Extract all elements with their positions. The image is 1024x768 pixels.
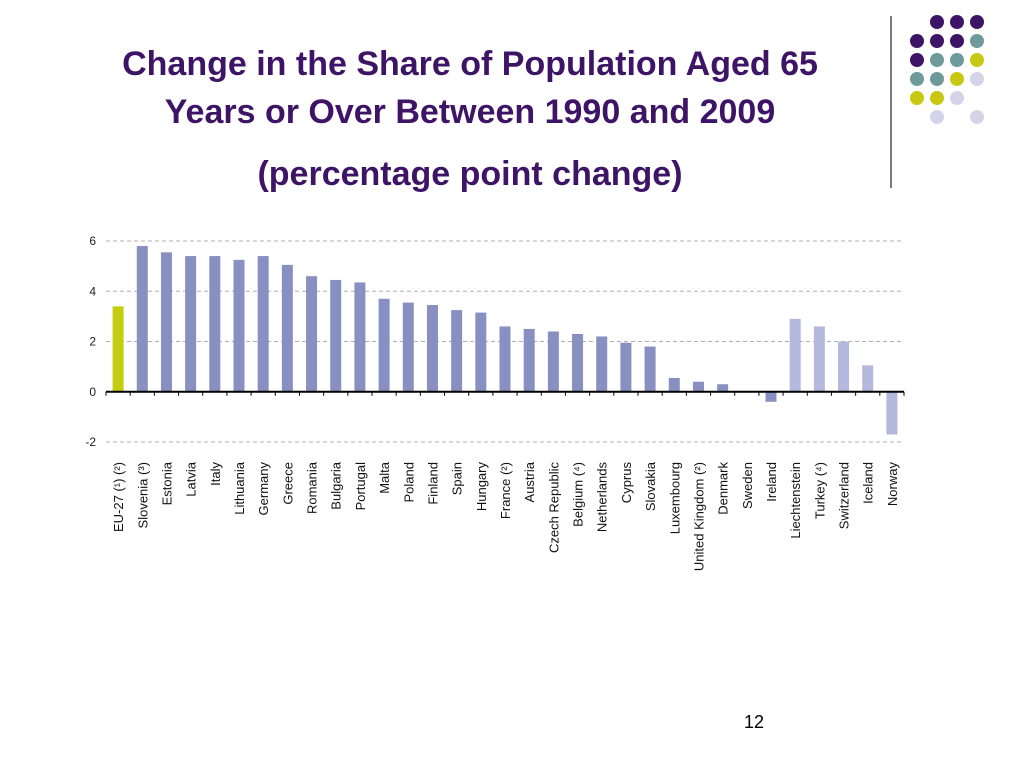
x-tick-label: Hungary — [474, 462, 489, 512]
x-tick-label: Iceland — [861, 462, 876, 504]
x-tick-label: Turkey (⁴) — [812, 462, 827, 519]
x-tick-label: Liechtenstein — [788, 462, 803, 539]
bar — [596, 336, 608, 392]
x-tick-label: Netherlands — [595, 462, 610, 533]
bar — [475, 312, 487, 392]
x-tick-label: Greece — [280, 462, 295, 505]
bar — [547, 331, 559, 392]
bar — [281, 264, 293, 392]
x-tick-label: Finland — [425, 462, 440, 505]
bar-chart: -2 0 2 4 6 EU-27 (¹) (²) Slovenia (³) Estonia La… — [85, 234, 905, 571]
x-tick-label: Czech Republic — [546, 462, 561, 554]
y-tick-label: 6 — [89, 234, 96, 248]
bar — [886, 391, 898, 435]
decorative-divider — [890, 16, 892, 188]
bar — [838, 341, 850, 392]
x-tick-label: Slovenia (³) — [135, 462, 150, 528]
x-tick-label: Luxembourg — [667, 462, 682, 534]
x-tick-label: Estonia — [159, 461, 174, 505]
bar — [136, 246, 148, 392]
bar — [330, 279, 342, 392]
x-tick-label: Latvia — [184, 461, 199, 496]
y-tick-label: 2 — [89, 335, 96, 349]
title-subtitle: (percentage point change) — [257, 155, 683, 193]
x-tick-label: Denmark — [716, 462, 731, 515]
bar — [402, 302, 414, 392]
bar — [160, 252, 172, 392]
x-tick-label: United Kingdom (²) — [691, 462, 706, 571]
x-tick-label: Belgium (⁴) — [571, 462, 586, 527]
bar — [668, 377, 680, 392]
title-line-2: Years or Over Between 1990 and 2009 — [164, 93, 776, 131]
bar — [692, 381, 704, 392]
slide-title: Change in the Share of Population Aged 6… — [40, 40, 900, 198]
bar — [451, 310, 463, 392]
bar — [233, 259, 245, 392]
bar — [185, 256, 197, 392]
bar — [620, 342, 632, 392]
x-tick-label: Poland — [401, 462, 416, 502]
page-number: 12 — [744, 712, 765, 732]
bar — [112, 306, 124, 392]
bar — [426, 305, 438, 392]
bar — [572, 333, 584, 392]
bar — [354, 282, 366, 392]
bar — [523, 328, 535, 392]
bar — [862, 365, 874, 392]
x-tick-label: Sweden — [740, 462, 755, 509]
x-tick-label: Lithuania — [232, 461, 247, 515]
x-tick-label: Ireland — [764, 462, 779, 502]
x-tick-label: Italy — [208, 462, 223, 486]
bar — [499, 326, 511, 392]
title-line-1: Change in the Share of Population Aged 6… — [122, 45, 818, 83]
x-tick-label: France (²) — [498, 462, 513, 519]
x-tick-label: Bulgaria — [329, 461, 344, 509]
bar — [789, 318, 801, 392]
y-tick-label: -2 — [85, 435, 96, 449]
x-tick-label: Cyprus — [619, 462, 634, 504]
x-tick-label: Germany — [256, 462, 271, 516]
x-tick-label: Norway — [885, 462, 900, 507]
x-tick-label: Portugal — [353, 462, 368, 511]
x-tick-label: Slovakia — [643, 461, 658, 511]
bar — [765, 391, 777, 402]
bar — [306, 276, 318, 392]
bar — [813, 326, 825, 392]
bar — [257, 256, 269, 392]
y-tick-label: 0 — [89, 385, 96, 399]
bar — [209, 256, 221, 392]
bar — [644, 346, 656, 392]
x-tick-label: Switzerland — [837, 462, 852, 529]
x-tick-label: Malta — [377, 461, 392, 494]
x-tick-label: Spain — [450, 462, 465, 495]
bar — [378, 298, 390, 392]
y-tick-label: 4 — [89, 284, 96, 298]
x-tick-label: EU-27 (¹) (²) — [111, 462, 126, 532]
x-tick-label: Romania — [305, 461, 320, 514]
x-tick-label: Austria — [522, 461, 537, 502]
bar — [717, 384, 729, 392]
